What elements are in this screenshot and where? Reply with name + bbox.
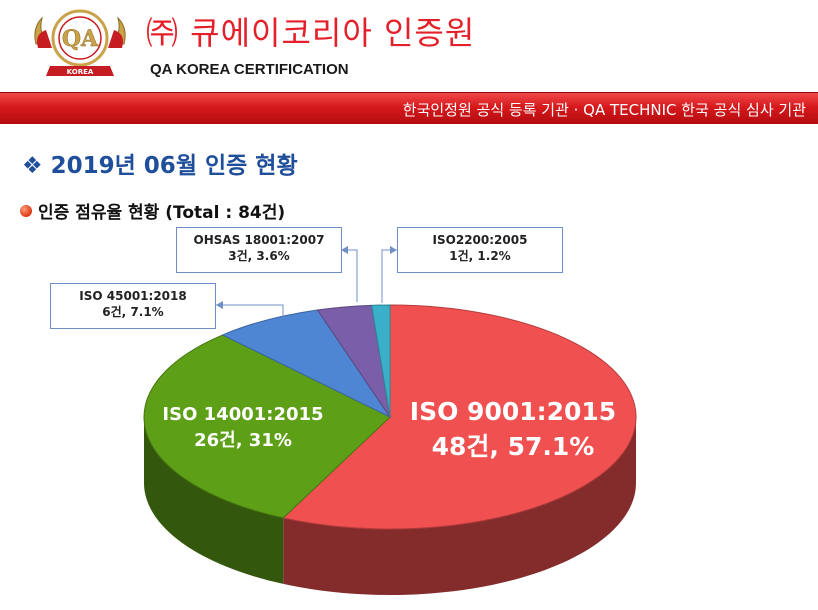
pie-slice-0 bbox=[282, 304, 637, 530]
banner-text: 한국인정원 공식 등록 기관 · QA TECHNIC 한국 공식 심사 기관 bbox=[402, 101, 806, 119]
company-name: ㈜ 큐에이코리아 인증원 bbox=[146, 14, 476, 52]
leader-line-3 bbox=[341, 249, 358, 302]
pie-side-walls bbox=[144, 417, 636, 595]
chart-subtitle: 인증 점유율 현황 (Total : 84건) bbox=[20, 198, 285, 223]
chart-subtitle-text: 인증 점유율 현황 (Total : 84건) bbox=[38, 203, 286, 223]
callout-ohsas-name: OHSAS 18001:2007 bbox=[193, 233, 325, 247]
pie-slice-4 bbox=[371, 304, 391, 418]
logo-korea-text: KOREA bbox=[67, 68, 94, 76]
section-title: ❖ 2019년 06월 인증 현황 bbox=[22, 146, 298, 180]
red-dot-icon bbox=[20, 205, 32, 217]
slice-label-name-1: ISO 14001:2015 bbox=[162, 404, 323, 425]
pie-slice-1 bbox=[143, 334, 391, 519]
pie-side-1 bbox=[144, 417, 284, 584]
diamond-bullet-icon: ❖ bbox=[22, 153, 43, 179]
leader-line-4 bbox=[381, 249, 397, 303]
pie-side-0 bbox=[283, 417, 636, 595]
leader-line-2 bbox=[216, 304, 284, 318]
pie-slice-2 bbox=[221, 309, 392, 419]
callout-iso45001-count: 6건, 7.1% bbox=[102, 305, 164, 319]
slice-label-name-0: ISO 9001:2015 bbox=[410, 397, 616, 426]
callout-ohsas-count: 3건, 3.6% bbox=[228, 249, 290, 263]
pie-top bbox=[143, 304, 637, 530]
slice-label-count-0: 48건, 57.1% bbox=[432, 432, 595, 461]
company-name-en: QA KOREA CERTIFICATION bbox=[150, 61, 349, 78]
callout-iso45001: ISO 45001:2018 6건, 7.1% bbox=[50, 283, 216, 329]
callout-iso45001-name: ISO 45001:2018 bbox=[79, 289, 187, 303]
leader-arrow-2 bbox=[216, 301, 223, 309]
slice-label-count-1: 26건, 31% bbox=[194, 430, 292, 451]
callout-iso2200: ISO2200:2005 1건, 1.2% bbox=[397, 227, 563, 273]
callout-iso2200-count: 1건, 1.2% bbox=[449, 249, 511, 263]
logo-qa-text: QA bbox=[62, 26, 99, 52]
banner-bar: 한국인정원 공식 등록 기관 · QA TECHNIC 한국 공식 심사 기관 bbox=[0, 92, 818, 124]
leader-arrow-3 bbox=[341, 246, 348, 254]
leader-arrow-4 bbox=[390, 246, 397, 254]
qa-korea-logo: QA KOREA bbox=[34, 9, 126, 76]
callout-ohsas: OHSAS 18001:2007 3건, 3.6% bbox=[176, 227, 342, 273]
callout-iso2200-name: ISO2200:2005 bbox=[432, 233, 528, 247]
section-title-text: 2019년 06월 인증 현황 bbox=[50, 153, 298, 179]
